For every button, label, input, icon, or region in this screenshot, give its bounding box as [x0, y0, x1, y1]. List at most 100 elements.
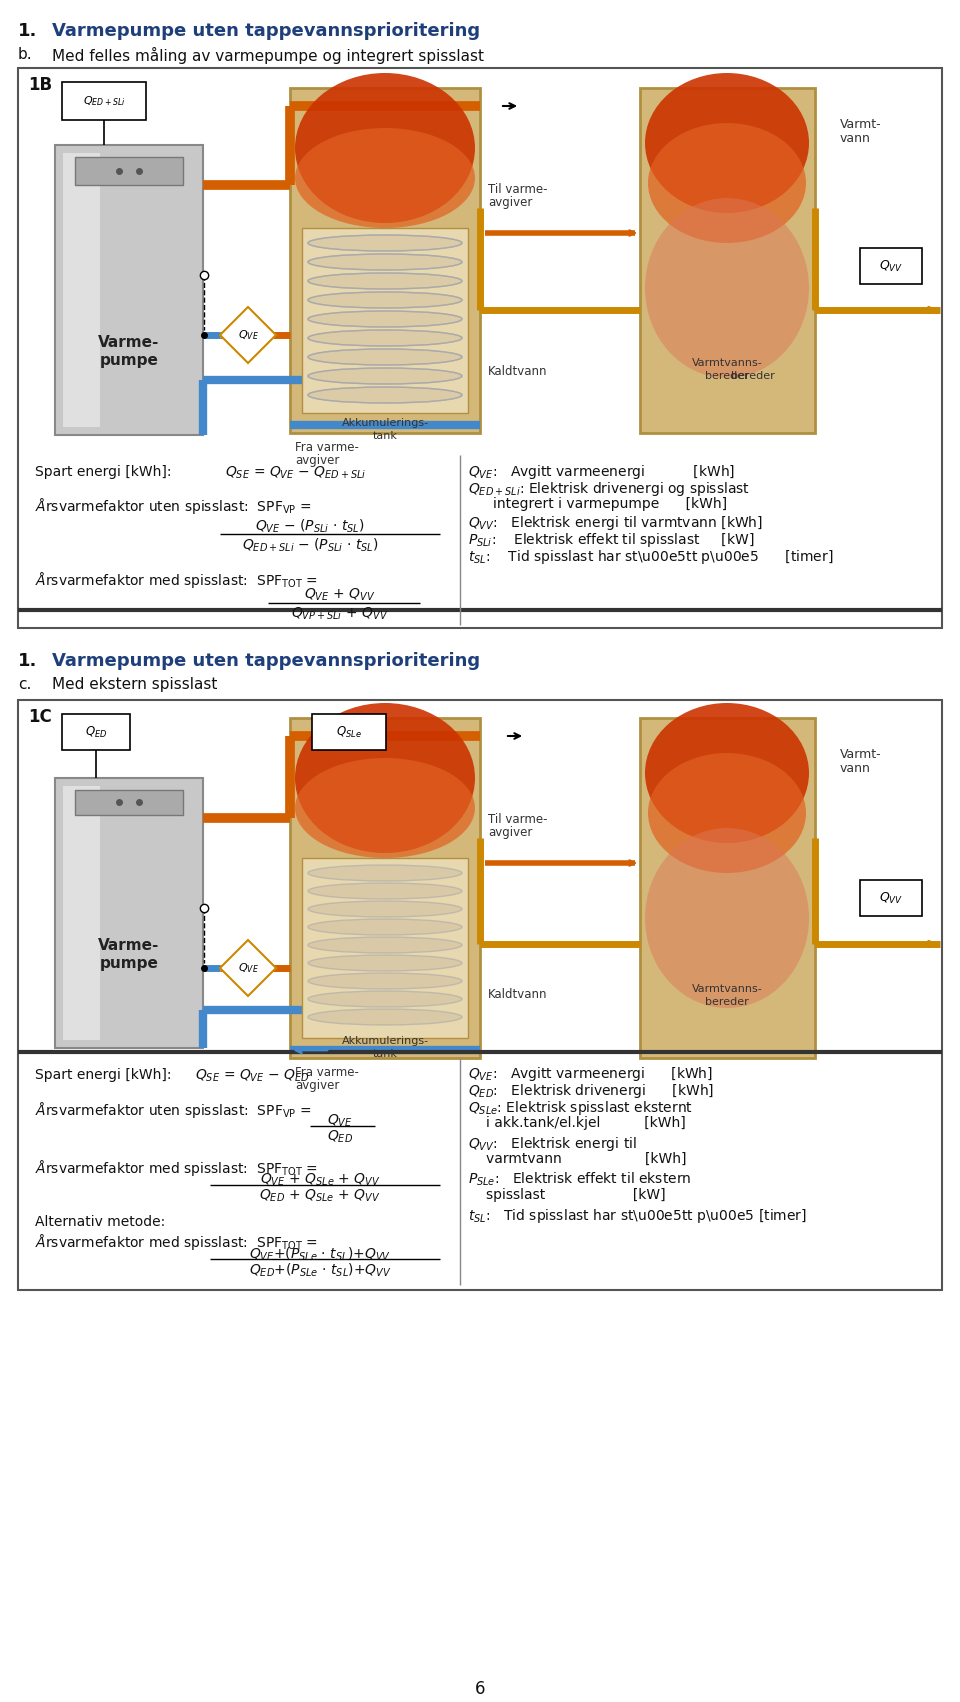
Text: pumpe: pumpe	[100, 957, 158, 972]
Ellipse shape	[645, 73, 809, 213]
Text: avgiver: avgiver	[488, 825, 533, 839]
Text: bereder: bereder	[732, 371, 775, 381]
Bar	[63, 786, 100, 1040]
Ellipse shape	[308, 311, 462, 327]
Text: $Q_{VE}$+($P_{SLe}$ $\cdot$ $t_{SL}$)+$Q_{VV}$: $Q_{VE}$+($P_{SLe}$ $\cdot$ $t_{SL}$)+$Q…	[249, 1246, 391, 1263]
Ellipse shape	[308, 955, 462, 972]
Text: $Q_{ED}$+($P_{SLe}$ $\cdot$ $t_{SL}$)+$Q_{VV}$: $Q_{ED}$+($P_{SLe}$ $\cdot$ $t_{SL}$)+$Q…	[249, 1261, 392, 1280]
Text: $\AA$rsvarmefaktor med spisslast:  $\mathrm{SPF_{TOT}}$ =: $\AA$rsvarmefaktor med spisslast: $\math…	[35, 1232, 318, 1253]
Text: $Q_{VE}$ $-$ ($P_{SLi}$ $\cdot$ $t_{SL}$): $Q_{VE}$ $-$ ($P_{SLi}$ $\cdot$ $t_{SL}$…	[255, 517, 365, 536]
Text: integrert i varmepumpe      [kWh]: integrert i varmepumpe [kWh]	[493, 497, 727, 511]
Bar	[63, 153, 100, 427]
Text: $Q_{ED}$: $Q_{ED}$	[84, 725, 108, 740]
Text: Fra varme-: Fra varme-	[295, 1065, 359, 1079]
Text: $Q_{VE}$ + $Q_{SLe}$ + $Q_{VV}$: $Q_{VE}$ + $Q_{SLe}$ + $Q_{VV}$	[259, 1173, 380, 1188]
Ellipse shape	[295, 703, 475, 853]
Text: Akkumulerings-: Akkumulerings-	[342, 1037, 428, 1047]
Bar	[75, 790, 183, 815]
Bar	[55, 778, 203, 1048]
Text: $Q_{VE}$:   Avgitt varmeenergi      [kWh]: $Q_{VE}$: Avgitt varmeenergi [kWh]	[468, 1065, 713, 1082]
Text: 1C: 1C	[28, 708, 52, 727]
Bar	[18, 68, 942, 628]
Text: $\AA$rsvarmefaktor med spisslast:  $\mathrm{SPF_{TOT}}$ =: $\AA$rsvarmefaktor med spisslast: $\math…	[35, 570, 318, 591]
Text: $Q_{VP+SLi}$ + $Q_{VV}$: $Q_{VP+SLi}$ + $Q_{VV}$	[292, 606, 389, 623]
Ellipse shape	[645, 703, 809, 842]
Text: avgiver: avgiver	[488, 196, 533, 209]
Text: avgiver: avgiver	[295, 454, 340, 466]
Ellipse shape	[308, 900, 462, 917]
Ellipse shape	[308, 254, 462, 271]
Text: Fra varme-: Fra varme-	[295, 441, 359, 454]
Text: Varmtvanns-: Varmtvanns-	[691, 984, 762, 994]
Text: tank: tank	[372, 1048, 397, 1059]
Ellipse shape	[308, 938, 462, 953]
Ellipse shape	[308, 349, 462, 364]
Text: $Q_{ED+SLi}$: Elektrisk drivenergi og spisslast: $Q_{ED+SLi}$: Elektrisk drivenergi og sp…	[468, 480, 750, 499]
Ellipse shape	[308, 293, 462, 308]
Text: Spart energi [kWh]:: Spart energi [kWh]:	[35, 465, 172, 478]
Text: 6: 6	[475, 1680, 485, 1699]
Text: $Q_{ED}$:   Elektrisk drivenergi      [kWh]: $Q_{ED}$: Elektrisk drivenergi [kWh]	[468, 1082, 714, 1099]
Text: $Q_{VV}$:   Elektrisk energi til varmtvann [kWh]: $Q_{VV}$: Elektrisk energi til varmtvann…	[468, 514, 763, 533]
Text: $Q_{SE}$ = $Q_{VE}$ $-$ $Q_{ED}$: $Q_{SE}$ = $Q_{VE}$ $-$ $Q_{ED}$	[195, 1067, 310, 1084]
Ellipse shape	[648, 752, 806, 873]
Text: Kaldtvann: Kaldtvann	[488, 364, 547, 378]
Ellipse shape	[308, 330, 462, 346]
Ellipse shape	[308, 919, 462, 934]
Text: 1.: 1.	[18, 22, 37, 41]
Text: Spart energi [kWh]:: Spart energi [kWh]:	[35, 1067, 172, 1082]
Text: Kaldtvann: Kaldtvann	[488, 987, 547, 1001]
Text: $Q_{VV}$: $Q_{VV}$	[878, 890, 903, 905]
Text: vann: vann	[840, 133, 871, 145]
Ellipse shape	[295, 73, 475, 223]
Ellipse shape	[308, 386, 462, 403]
Text: $Q_{VE}$: $Q_{VE}$	[327, 1113, 353, 1130]
Text: $Q_{ED+SLi}$ $-$ ($P_{SLi}$ $\cdot$ $t_{SL}$): $Q_{ED+SLi}$ $-$ ($P_{SLi}$ $\cdot$ $t_{…	[242, 538, 378, 555]
Bar	[62, 82, 146, 121]
Bar	[62, 715, 130, 751]
Text: $\AA$rsvarmefaktor uten spisslast:  $\mathrm{SPF_{VP}}$ =: $\AA$rsvarmefaktor uten spisslast: $\mat…	[35, 1099, 312, 1120]
Text: Varmt-: Varmt-	[840, 747, 881, 761]
Text: $Q_{SLe}$: Elektrisk spisslast eksternt: $Q_{SLe}$: Elektrisk spisslast eksternt	[468, 1099, 693, 1117]
Ellipse shape	[308, 235, 462, 250]
Text: i akk.tank/el.kjel          [kWh]: i akk.tank/el.kjel [kWh]	[486, 1117, 685, 1130]
Bar	[302, 858, 468, 1038]
Text: Alternativ metode:: Alternativ metode:	[35, 1215, 165, 1229]
Ellipse shape	[308, 368, 462, 385]
Text: $Q_{VE}$: $Q_{VE}$	[237, 328, 258, 342]
Text: Akkumulerings-: Akkumulerings-	[342, 419, 428, 427]
Text: $P_{SLi}$:    Elektrisk effekt til spisslast     [kW]: $P_{SLi}$: Elektrisk effekt til spisslas…	[468, 531, 755, 550]
Text: $Q_{ED+SLi}$: $Q_{ED+SLi}$	[83, 94, 126, 107]
Text: $Q_{ED}$: $Q_{ED}$	[327, 1128, 353, 1145]
Text: Varmtvanns-: Varmtvanns-	[691, 357, 762, 368]
Bar	[75, 157, 183, 186]
Ellipse shape	[308, 865, 462, 882]
Text: pumpe: pumpe	[100, 352, 158, 368]
Ellipse shape	[295, 128, 475, 228]
Bar	[312, 715, 386, 751]
Ellipse shape	[648, 123, 806, 243]
Text: Varmt-: Varmt-	[840, 117, 881, 131]
Bar	[290, 718, 480, 1059]
Text: $Q_{ED}$ + $Q_{SLe}$ + $Q_{VV}$: $Q_{ED}$ + $Q_{SLe}$ + $Q_{VV}$	[259, 1188, 381, 1205]
Ellipse shape	[308, 991, 462, 1008]
Text: $t_{SL}$:    Tid spisslast har st\u00e5tt p\u00e5      [timer]: $t_{SL}$: Tid spisslast har st\u00e5tt p…	[468, 548, 833, 567]
Ellipse shape	[645, 827, 809, 1008]
Text: bereder: bereder	[706, 371, 749, 381]
Text: Varmepumpe uten tappevannsprioritering: Varmepumpe uten tappevannsprioritering	[52, 22, 480, 41]
Text: $Q_{SE}$ = $Q_{VE}$ $-$ $Q_{ED+SLi}$: $Q_{SE}$ = $Q_{VE}$ $-$ $Q_{ED+SLi}$	[225, 465, 367, 482]
Text: spisslast                    [kW]: spisslast [kW]	[486, 1188, 665, 1202]
Text: $P_{SLe}$:   Elektrisk effekt til ekstern: $P_{SLe}$: Elektrisk effekt til ekstern	[468, 1171, 691, 1188]
Text: Varme-: Varme-	[98, 938, 159, 953]
Text: tank: tank	[372, 431, 397, 441]
Text: $Q_{SLe}$: $Q_{SLe}$	[336, 725, 362, 740]
Ellipse shape	[308, 883, 462, 899]
Text: $Q_{VE}$ + $Q_{VV}$: $Q_{VE}$ + $Q_{VV}$	[304, 587, 375, 604]
Bar	[640, 718, 815, 1059]
Polygon shape	[220, 940, 276, 996]
Ellipse shape	[308, 272, 462, 289]
Ellipse shape	[308, 1009, 462, 1025]
Polygon shape	[220, 306, 276, 363]
Text: $\AA$rsvarmefaktor med spisslast:  $\mathrm{SPF_{TOT}}$ =: $\AA$rsvarmefaktor med spisslast: $\math…	[35, 1157, 318, 1178]
Text: Varme-: Varme-	[98, 335, 159, 351]
